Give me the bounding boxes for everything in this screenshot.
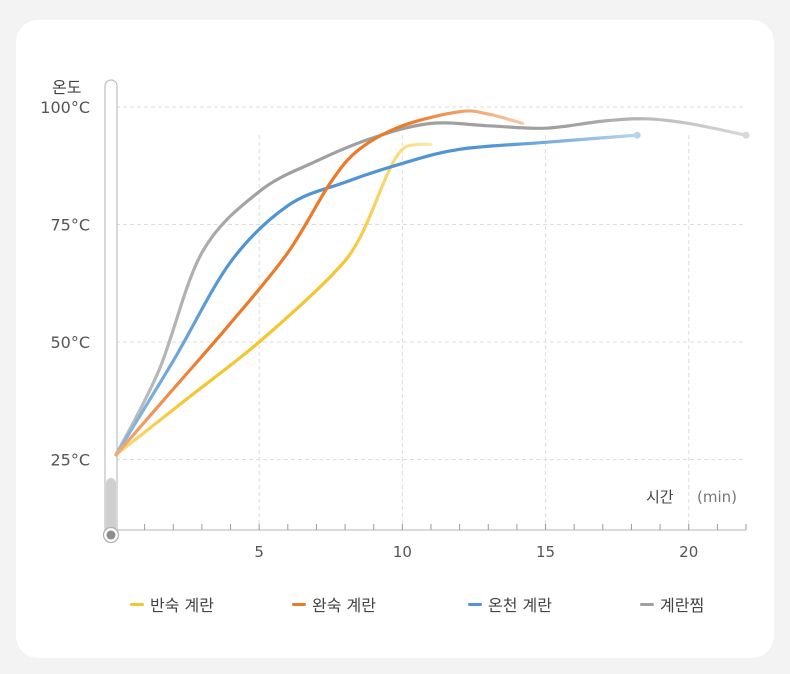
x-tick-label: 5 — [254, 543, 264, 561]
series-end-point — [633, 131, 641, 139]
thermometer-tube — [104, 79, 118, 543]
series-line — [114, 117, 748, 457]
legend-label: 계란찜 — [660, 596, 705, 615]
thermometer-fill — [106, 478, 116, 538]
thermometer-y-axis — [102, 79, 120, 544]
legend-item: 계란찜 — [640, 592, 704, 616]
x-tick-label: 10 — [393, 543, 412, 561]
legend-swatch — [468, 602, 482, 606]
legend: 반숙 계란 완숙 계란 온천 계란 계란찜 — [0, 592, 790, 616]
y-axis-title: 온도 — [52, 78, 81, 97]
legend-label: 온천 계란 — [488, 596, 552, 615]
series-end-point — [742, 131, 750, 139]
legend-item: 반숙 계란 — [130, 592, 214, 616]
series-line — [114, 109, 525, 457]
y-tick-label: 50°C — [50, 333, 90, 352]
thermometer-bulb-core — [106, 530, 116, 540]
x-tick-label: 20 — [679, 543, 698, 561]
series-line — [114, 142, 433, 457]
chart-card — [16, 20, 774, 658]
x-axis-title: 시간 — [646, 488, 674, 506]
series-line — [114, 133, 639, 457]
legend-label: 반숙 계란 — [150, 596, 214, 615]
legend-label: 완숙 계란 — [312, 596, 376, 615]
legend-item: 완숙 계란 — [292, 592, 376, 616]
y-tick-label: 75°C — [50, 216, 90, 235]
x-axis-unit: (min) — [697, 488, 737, 506]
series-lines — [114, 109, 750, 457]
legend-item: 온천 계란 — [468, 592, 552, 616]
x-tick-label: 15 — [536, 543, 555, 561]
axes — [116, 524, 747, 531]
legend-swatch — [130, 602, 144, 606]
legend-swatch — [640, 602, 654, 606]
y-tick-label: 100°C — [40, 98, 90, 117]
legend-swatch — [292, 602, 306, 606]
y-tick-label: 25°C — [50, 451, 90, 470]
grid — [116, 106, 746, 530]
